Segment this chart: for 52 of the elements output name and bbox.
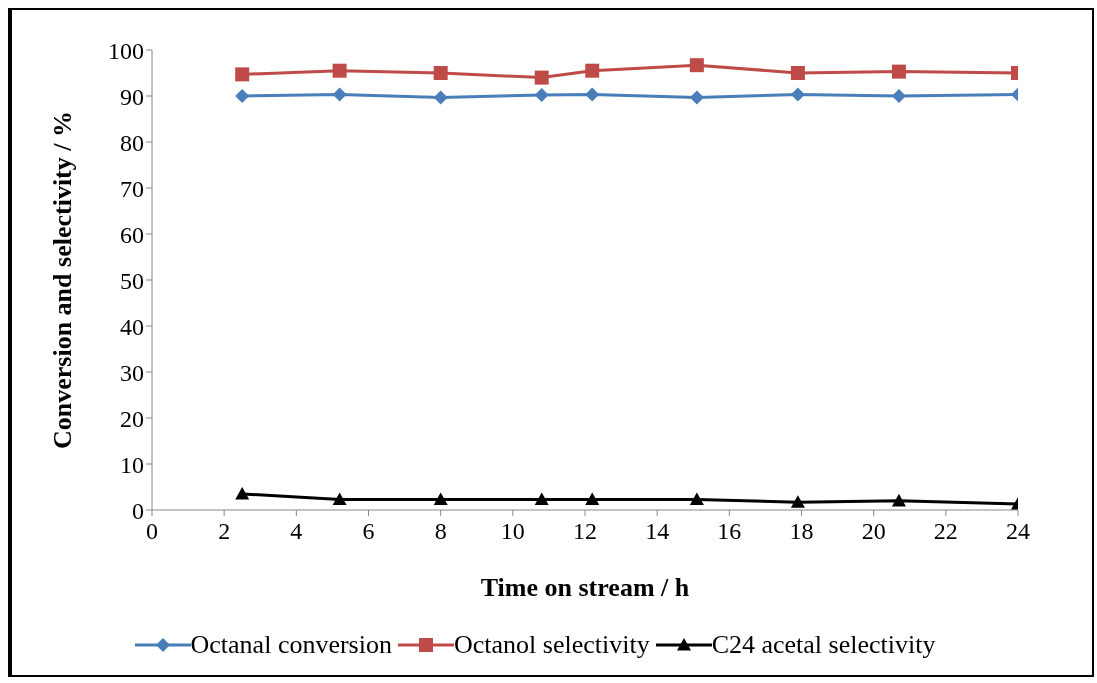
- y-tick-label: 70: [120, 175, 144, 202]
- legend-label: C24 acetal selectivity: [711, 630, 936, 660]
- y-tick-label: 90: [120, 83, 144, 110]
- x-tick-label: 12: [573, 518, 597, 545]
- legend-label: Octanol selectivity: [453, 630, 650, 660]
- point: [790, 495, 805, 508]
- y-tick-label: 40: [120, 313, 144, 340]
- y-axis-title: Conversion and selectivity / %: [48, 111, 78, 449]
- y-tick-label: 80: [120, 129, 144, 156]
- y-tick-label: 100: [108, 37, 144, 64]
- x-tick-label: 18: [789, 518, 814, 545]
- y-tick-label: 50: [120, 267, 144, 294]
- point: [534, 70, 549, 85]
- y-tick-label: 0: [132, 497, 144, 524]
- point: [689, 58, 704, 73]
- x-tick-label: 22: [933, 518, 958, 545]
- point: [332, 63, 347, 78]
- point: [332, 492, 347, 506]
- x-tick-label: 16: [717, 518, 742, 545]
- point: [891, 89, 906, 103]
- x-tick-label: 10: [500, 518, 525, 545]
- point: [891, 493, 906, 507]
- point: [433, 492, 448, 506]
- x-tick-label: 8: [434, 518, 447, 545]
- point: [790, 66, 805, 80]
- point: [891, 64, 906, 79]
- point: [585, 87, 600, 102]
- point: [585, 492, 600, 506]
- point: [332, 87, 347, 102]
- point: [689, 492, 704, 506]
- y-tick-label: 10: [120, 451, 144, 478]
- y-tick-label: 30: [120, 359, 144, 386]
- y-tick-label: 20: [120, 405, 144, 432]
- legend-label: Octanal conversion: [190, 630, 392, 660]
- point: [433, 90, 448, 105]
- point: [235, 89, 250, 103]
- point: [235, 486, 250, 500]
- x-tick-label: 14: [645, 518, 670, 545]
- x-tick-label: 4: [290, 518, 303, 545]
- point: [534, 492, 549, 506]
- point: [534, 88, 549, 103]
- point: [689, 90, 704, 105]
- x-tick-label: 20: [861, 518, 886, 545]
- point: [235, 67, 250, 82]
- point: [790, 87, 805, 102]
- point: [433, 66, 448, 80]
- point: [585, 63, 600, 78]
- x-axis-title: Time on stream / h: [480, 573, 690, 602]
- x-tick-label: 6: [362, 518, 375, 545]
- x-tick-label: 24: [1006, 518, 1030, 545]
- x-tick-label: 2: [218, 518, 231, 545]
- y-tick-label: 60: [120, 221, 144, 248]
